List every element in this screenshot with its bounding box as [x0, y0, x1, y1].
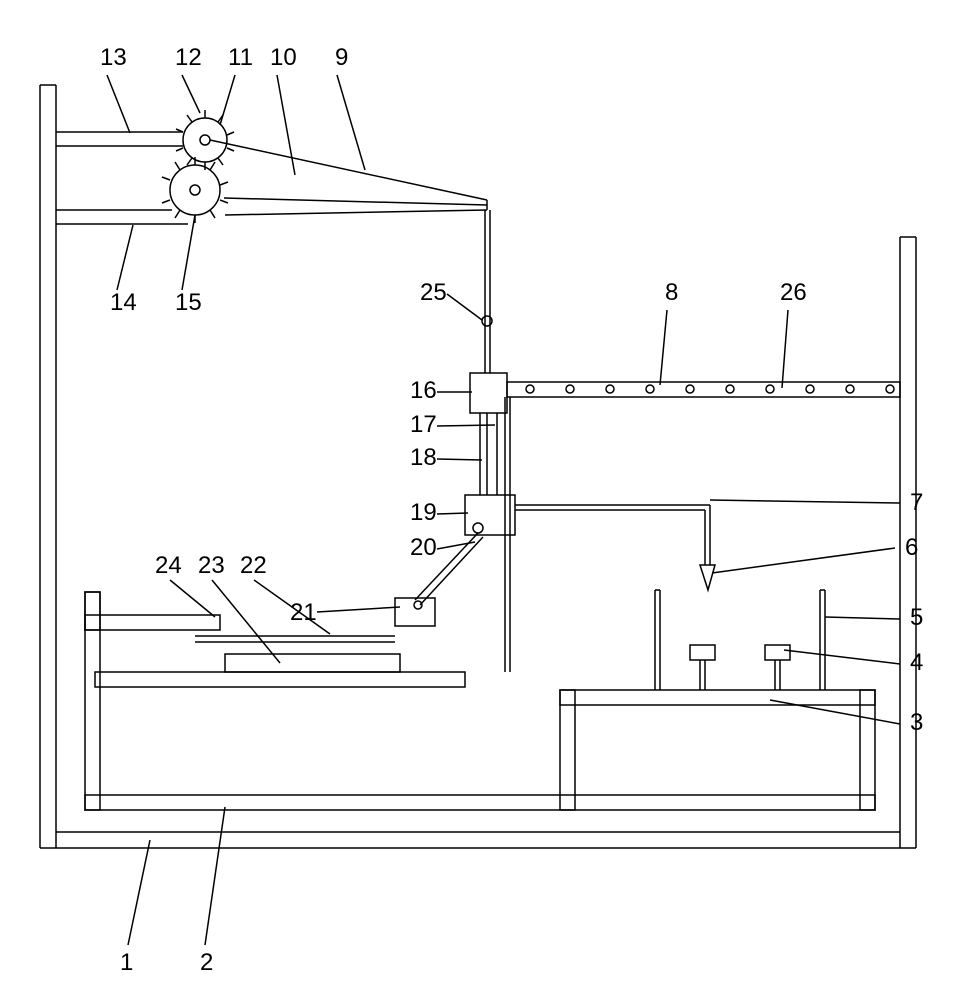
leader-line-21	[317, 607, 400, 612]
leader-line-4	[784, 650, 900, 664]
callout-label-26: 26	[780, 279, 807, 306]
leader-line-3	[770, 700, 900, 724]
callout-label-18: 18	[410, 444, 437, 471]
callout-label-19: 19	[410, 499, 437, 526]
callout-label-25: 25	[420, 279, 447, 306]
callout-label-15: 15	[175, 289, 202, 316]
leader-line-6	[712, 548, 895, 573]
leader-line-14	[117, 225, 133, 290]
leader-line-25	[447, 294, 482, 320]
leader-line-8	[660, 310, 667, 385]
callout-label-13: 13	[100, 44, 127, 71]
leader-line-9	[337, 75, 365, 170]
leader-line-10	[277, 75, 295, 175]
leader-line-23	[212, 580, 280, 663]
callout-label-8: 8	[665, 279, 678, 306]
callout-label-7: 7	[910, 489, 923, 516]
callout-label-10: 10	[270, 44, 297, 71]
callout-label-4: 4	[910, 649, 923, 676]
leader-line-20	[437, 542, 475, 549]
leader-line-15	[182, 215, 195, 290]
leader-line-24	[170, 580, 215, 617]
leader-line-19	[437, 513, 468, 514]
callout-label-5: 5	[910, 604, 923, 631]
leader-line-12	[182, 75, 200, 113]
gear-15	[170, 165, 220, 215]
leader-line-7	[710, 500, 900, 503]
callout-label-6: 6	[905, 534, 918, 561]
callout-label-23: 23	[198, 552, 225, 579]
leader-line-11	[220, 75, 235, 125]
callout-label-12: 12	[175, 44, 202, 71]
leader-line-2	[205, 807, 225, 945]
leader-line-5	[825, 617, 900, 619]
callout-label-3: 3	[910, 709, 923, 736]
leader-line-17	[437, 425, 495, 426]
callout-label-9: 9	[335, 44, 348, 71]
leader-line-1	[128, 840, 150, 945]
callout-label-24: 24	[155, 552, 182, 579]
schematic-svg: 1234567891011121314151617181920212223242…	[0, 0, 972, 1000]
callout-label-22: 22	[240, 552, 267, 579]
leader-line-18	[437, 459, 482, 460]
callout-label-1: 1	[120, 949, 133, 976]
callout-label-20: 20	[410, 534, 437, 561]
callout-label-14: 14	[110, 289, 137, 316]
leader-line-26	[782, 310, 788, 388]
callout-label-17: 17	[410, 411, 437, 438]
callout-label-2: 2	[200, 949, 213, 976]
leader-line-13	[107, 75, 130, 133]
callout-label-16: 16	[410, 377, 437, 404]
callout-label-11: 11	[228, 44, 253, 71]
